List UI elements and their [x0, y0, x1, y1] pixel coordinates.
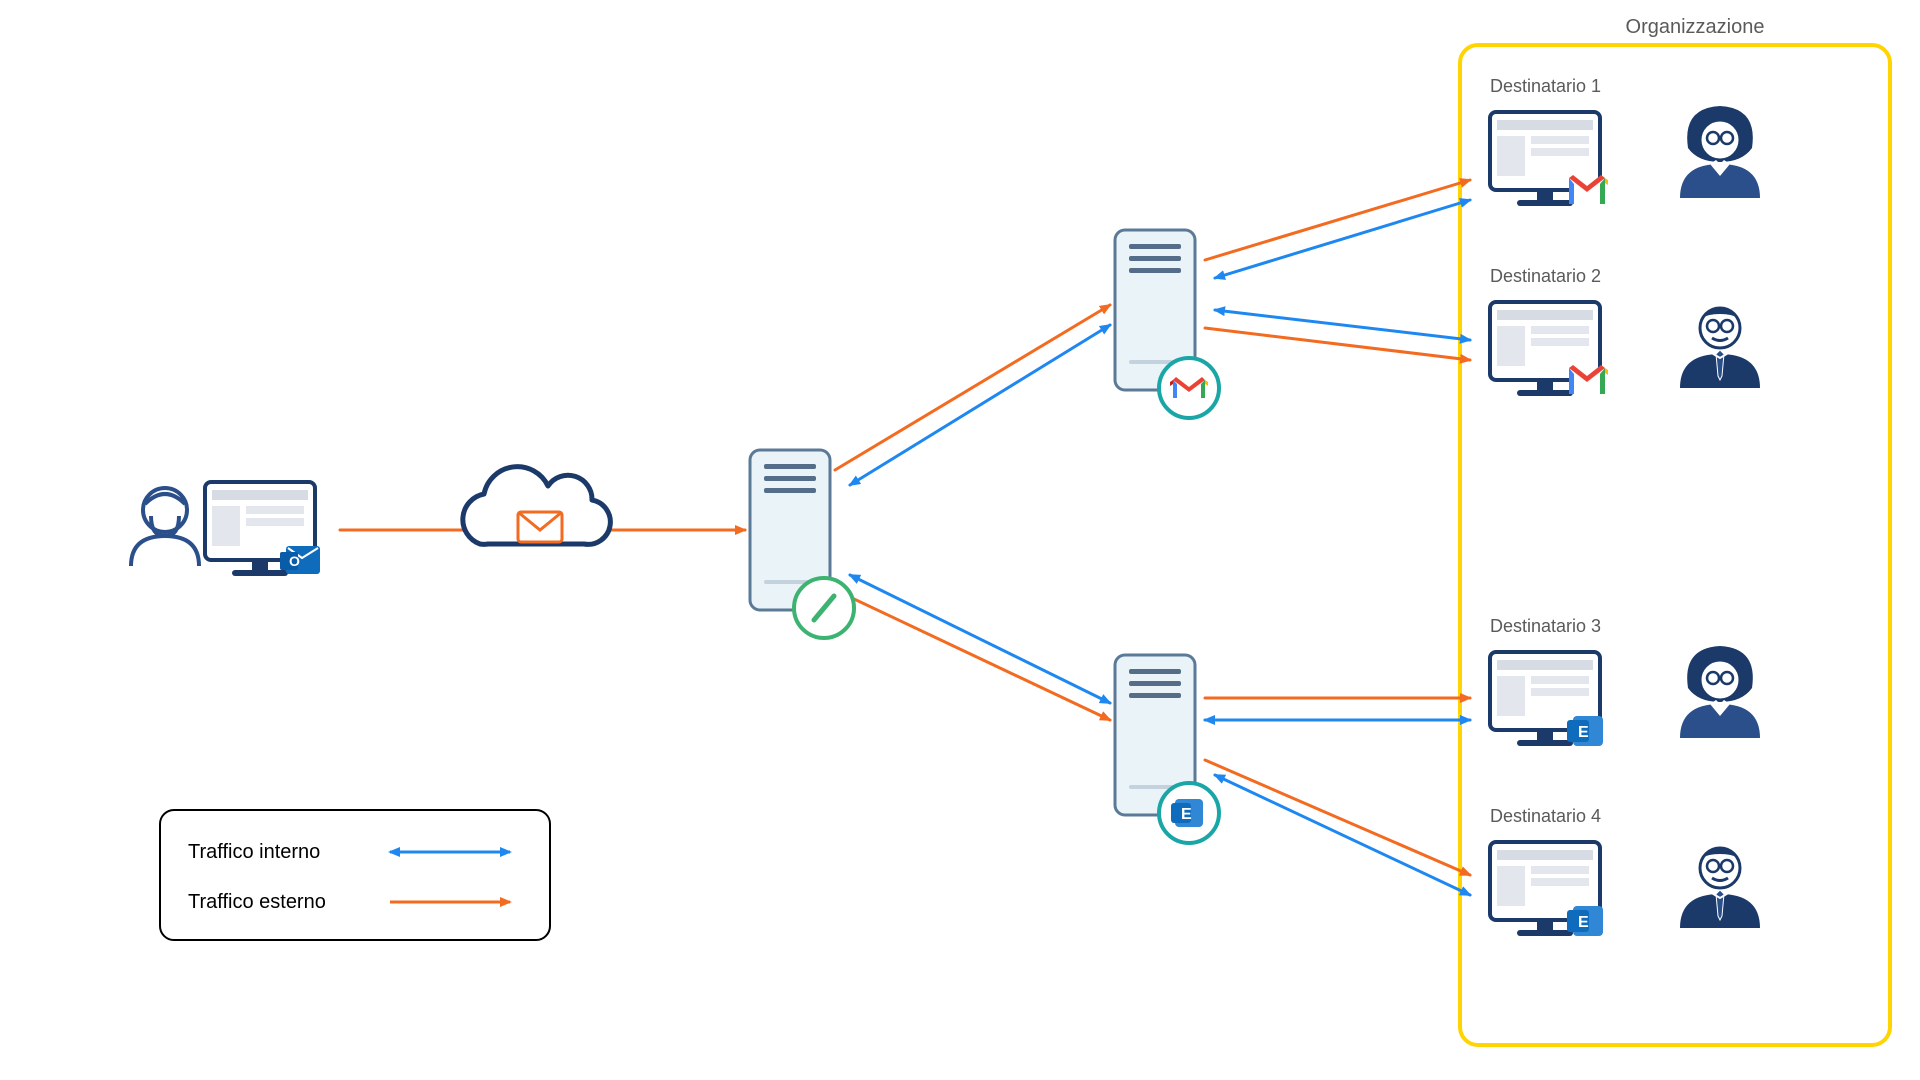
arrow-external-6: [1205, 180, 1470, 260]
arrow-internal-7: [1215, 200, 1470, 278]
dest1-monitor: [1490, 112, 1608, 206]
dest1-person-icon: [1680, 106, 1760, 198]
arrow-internal-8: [1215, 310, 1470, 340]
dest3-label: Destinatario 3: [1490, 616, 1601, 636]
sender-person-icon: [131, 488, 199, 566]
legend-external-label: Traffico esterno: [188, 891, 326, 913]
arrow-internal-13: [1215, 775, 1470, 895]
dest2-monitor-badge: [1569, 365, 1608, 394]
sender-monitor: O: [205, 482, 320, 576]
dest2-monitor: [1490, 302, 1608, 396]
dest3-monitor-badge: E: [1567, 716, 1603, 746]
svg-text:E: E: [1578, 724, 1589, 741]
exchange-server: E: [1115, 655, 1219, 843]
arrow-internal-5: [850, 575, 1110, 703]
dest3-person-icon: [1680, 646, 1760, 738]
dest2-label: Destinatario 2: [1490, 266, 1601, 286]
arrow-external-12: [1205, 760, 1470, 875]
dest1-monitor-badge: [1569, 175, 1608, 204]
dest4-monitor-badge: E: [1567, 906, 1603, 936]
main-server: [750, 450, 854, 638]
dest3-monitor: E: [1490, 652, 1603, 746]
gmail-server: [1115, 230, 1219, 418]
legend: Traffico interno Traffico esterno: [160, 810, 550, 940]
dest4-label: Destinatario 4: [1490, 806, 1601, 826]
arrow-external-2: [835, 305, 1110, 470]
gmail-server-badge: [1159, 358, 1219, 418]
svg-text:E: E: [1578, 914, 1589, 931]
arrow-external-9: [1205, 328, 1470, 360]
exchange-server-badge: E: [1159, 783, 1219, 843]
sender-monitor-badge: O: [280, 546, 320, 574]
dest2-person-icon: [1680, 308, 1760, 388]
dest1-label: Destinatario 1: [1490, 76, 1601, 96]
main-server-badge: [794, 578, 854, 638]
organization-title: Organizzazione: [1626, 16, 1765, 38]
dest4-monitor: E: [1490, 842, 1603, 936]
cloud-mail-icon: [463, 467, 611, 545]
dest4-person-icon: [1680, 848, 1760, 928]
arrow-internal-3: [850, 325, 1110, 485]
legend-internal-label: Traffico interno: [188, 841, 320, 863]
svg-text:O: O: [289, 553, 300, 569]
arrow-external-4: [835, 590, 1110, 720]
svg-text:E: E: [1181, 806, 1192, 823]
